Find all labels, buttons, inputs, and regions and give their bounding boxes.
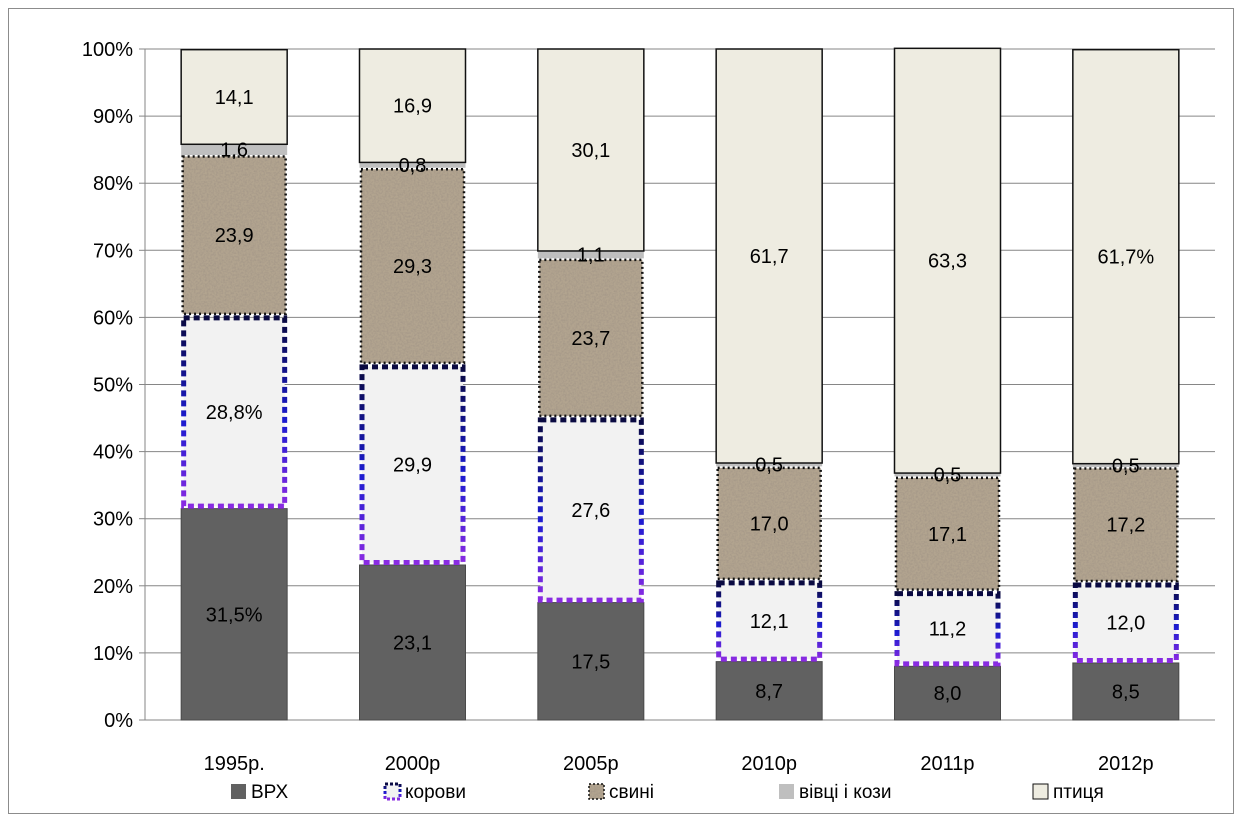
data-label: 16,9 (393, 96, 432, 118)
data-label: 23,7 (571, 328, 610, 350)
data-label: 0,5 (934, 465, 962, 487)
data-label: 12,0 (1106, 613, 1145, 635)
y-tick-label: 20% (93, 576, 133, 598)
data-label: 30,1 (571, 140, 610, 162)
legend-swatch (779, 784, 794, 799)
data-label: 28,8% (206, 402, 263, 424)
legend-item: свині (589, 782, 654, 803)
x-category-label: 2005р (563, 753, 619, 775)
legend: ВРХ корови свині вівці і кози птиця (231, 782, 1104, 803)
legend-item: корови (385, 782, 466, 803)
legend-swatch (231, 784, 246, 799)
data-label: 14,1 (215, 87, 254, 109)
stacked-bar-chart: 0% 10% 20% 30% 40% 50% 60% 70% 80% 90% 100% 1995р. 2… (9, 9, 1235, 815)
legend-label: вівці і кози (799, 782, 892, 803)
legend-item: птиця (1033, 782, 1104, 803)
data-label: 0,5 (755, 455, 783, 477)
x-category-label: 2000р (385, 753, 441, 775)
data-label: 61,7 (750, 246, 789, 268)
data-label: 63,3 (928, 251, 967, 273)
legend-label: ВРХ (251, 782, 288, 803)
gridlines (145, 49, 1215, 653)
data-label: 11,2 (929, 619, 966, 641)
data-label: 8,5 (1112, 681, 1140, 703)
y-tick-label: 30% (93, 509, 133, 531)
data-label: 31,5% (206, 604, 263, 626)
legend-label: свині (609, 782, 654, 803)
data-label: 1,6 (220, 140, 248, 162)
data-label: 0,8 (399, 155, 427, 177)
y-tick-label: 80% (93, 173, 133, 195)
data-label: 29,3 (393, 256, 432, 278)
y-tick-label: 100% (82, 39, 133, 61)
y-tick-label: 0% (104, 710, 133, 732)
legend-item: ВРХ (231, 782, 288, 803)
data-label: 23,1 (393, 632, 432, 654)
legend-swatch (589, 784, 604, 799)
chart-frame: 0% 10% 20% 30% 40% 50% 60% 70% 80% 90% 100% 1995р. 2… (8, 8, 1234, 814)
data-label: 0,5 (1112, 455, 1140, 477)
y-tick-label: 50% (93, 375, 133, 397)
data-label: 12,1 (750, 611, 789, 633)
data-label: 23,9 (215, 225, 254, 247)
x-category-label: 2012р (1098, 753, 1154, 775)
data-label: 17,1 (928, 524, 967, 546)
x-category-label: 1995р. (204, 753, 265, 775)
y-tick-label: 60% (93, 307, 133, 329)
y-tick-label: 10% (93, 643, 133, 665)
data-labels: 31,5% 28,8% 23,9 1,6 14,1 23,1 29,9 29,3 0,8 16,9… (206, 87, 1155, 705)
x-category-label: 2010р (741, 753, 797, 775)
data-label: 1,1 (577, 245, 605, 267)
legend-swatch (385, 784, 400, 799)
data-label: 29,9 (393, 455, 432, 477)
legend-label: птиця (1053, 782, 1104, 803)
data-label: 8,0 (934, 683, 962, 705)
data-label: 17,0 (750, 513, 789, 535)
data-label: 17,5 (571, 651, 610, 673)
y-tick-label: 90% (93, 106, 133, 128)
data-label: 17,2 (1106, 515, 1145, 537)
y-tick-label: 70% (93, 240, 133, 262)
legend-label: корови (405, 782, 466, 803)
x-category-label: 2011р (920, 753, 974, 775)
y-tick-label: 40% (93, 442, 133, 464)
legend-item: вівці і кози (779, 782, 892, 803)
data-label: 61,7% (1097, 247, 1154, 269)
data-label: 27,6 (571, 500, 610, 522)
data-label: 8,7 (755, 681, 783, 703)
legend-swatch (1033, 784, 1048, 799)
